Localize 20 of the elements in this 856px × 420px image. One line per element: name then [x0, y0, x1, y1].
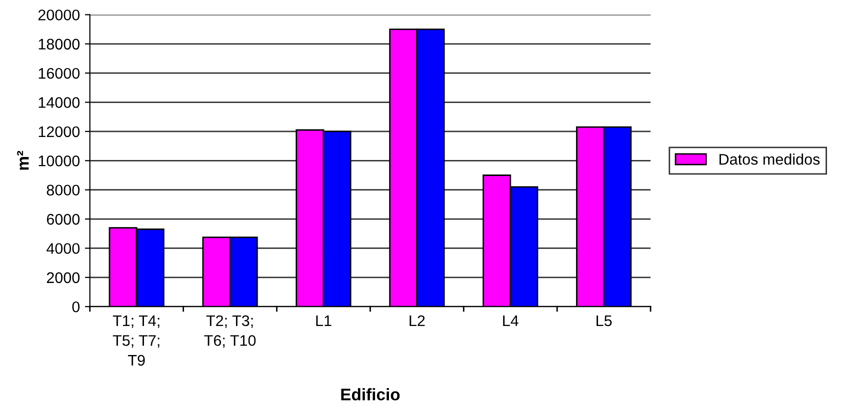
y-tick-label: 18000 [38, 38, 80, 50]
y-tick-label: 2000 [46, 272, 80, 284]
y-tick-label: 12000 [38, 126, 80, 138]
y-tick-label: 6000 [46, 214, 80, 225]
y-tick-label: 14000 [38, 97, 80, 108]
y-tick-label: 10000 [38, 156, 80, 166]
y-axis-title: m² [17, 150, 29, 170]
y-tick-label: 20000 [38, 10, 80, 20]
x-tick-label: L4 [503, 315, 518, 326]
y-tick-label: 16000 [38, 68, 80, 79]
x-tick-label: T2; T3; T6; T10 [204, 315, 256, 348]
x-tick-label: L1 [316, 315, 332, 326]
legend-label: Datos medidos [720, 154, 820, 165]
y-tick-label: 8000 [46, 184, 80, 196]
x-tick-label: T1; T4; T5; T7; T9 [112, 315, 160, 366]
y-tick-label: 0 [72, 301, 80, 312]
x-tick-label: L2 [410, 315, 425, 326]
x-axis-title: Edificio [341, 388, 400, 400]
x-tick-label: L5 [596, 315, 612, 326]
y-tick-label: 4000 [46, 243, 80, 254]
